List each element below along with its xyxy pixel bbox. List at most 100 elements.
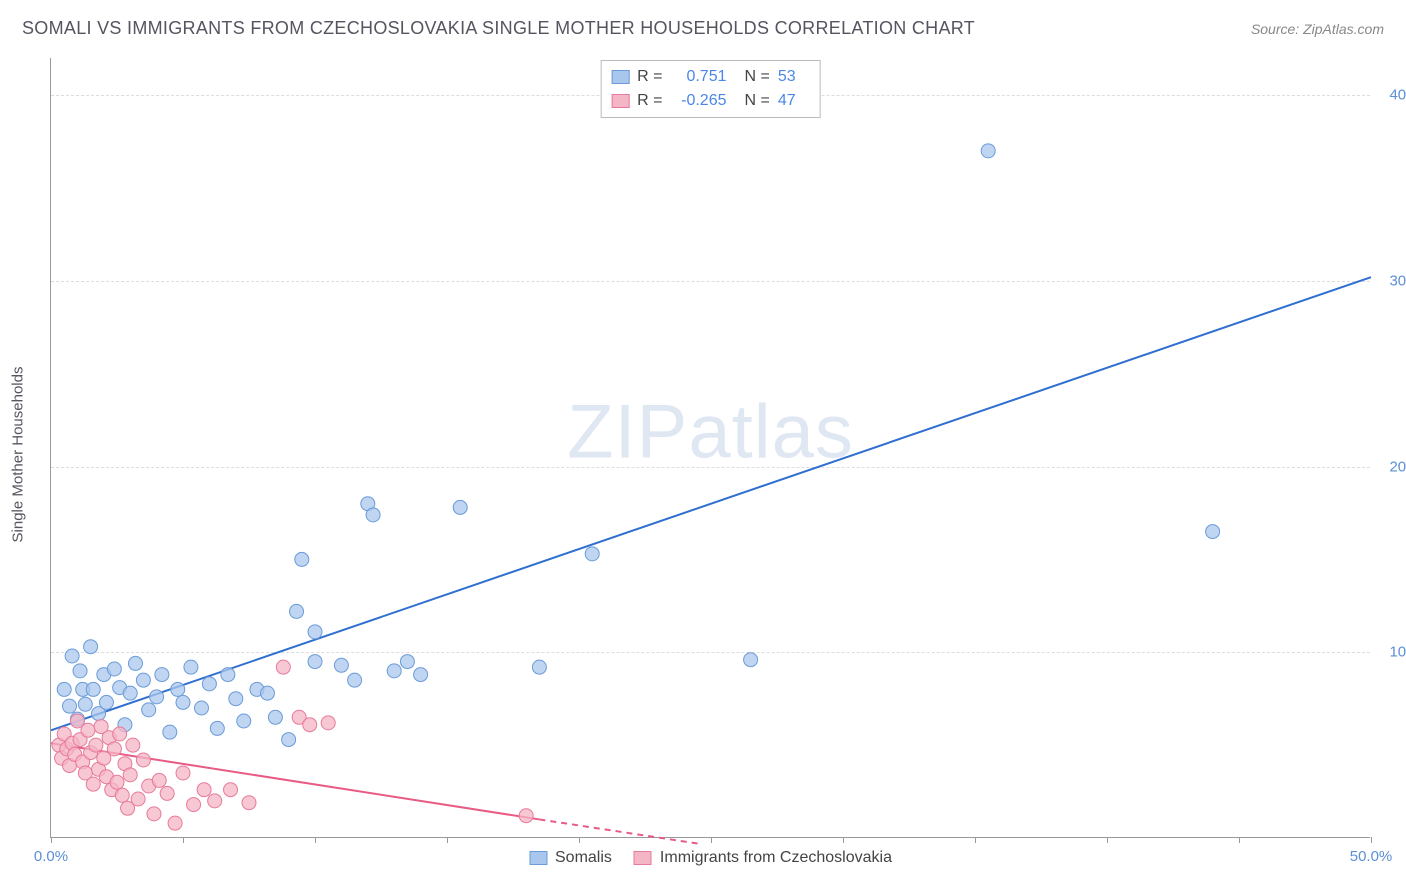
data-point xyxy=(131,792,145,806)
data-point xyxy=(150,690,164,704)
chart-title: SOMALI VS IMMIGRANTS FROM CZECHOSLOVAKIA… xyxy=(22,18,975,39)
regression-line-dashed xyxy=(539,819,697,843)
data-point xyxy=(107,662,121,676)
series-swatch xyxy=(611,70,629,84)
data-point xyxy=(237,714,251,728)
data-point xyxy=(136,753,150,767)
data-point xyxy=(187,798,201,812)
data-point xyxy=(202,677,216,691)
data-point xyxy=(123,686,137,700)
data-point xyxy=(57,682,71,696)
data-point xyxy=(210,721,224,735)
stats-row: R = 0.751 N = 53 xyxy=(611,65,806,89)
data-point xyxy=(152,773,166,787)
x-tick xyxy=(183,837,184,843)
source-label: Source: ZipAtlas.com xyxy=(1251,21,1384,37)
data-point xyxy=(414,668,428,682)
data-point xyxy=(171,682,185,696)
data-point xyxy=(366,508,380,522)
data-point xyxy=(308,655,322,669)
data-point xyxy=(224,783,238,797)
data-point xyxy=(194,701,208,715)
data-point xyxy=(113,727,127,741)
x-tick-label: 0.0% xyxy=(34,848,68,865)
n-value: 47 xyxy=(778,89,806,113)
data-point xyxy=(184,660,198,674)
data-point xyxy=(387,664,401,678)
n-label: N = xyxy=(745,65,770,89)
data-point xyxy=(155,668,169,682)
legend-swatch xyxy=(634,851,652,865)
data-point xyxy=(78,697,92,711)
y-tick-label: 30.0% xyxy=(1389,272,1406,289)
data-point xyxy=(321,716,335,730)
x-tick xyxy=(447,837,448,843)
legend-label: Immigrants from Czechoslovakia xyxy=(660,849,892,867)
data-point xyxy=(168,816,182,830)
data-point xyxy=(176,766,190,780)
data-point xyxy=(128,656,142,670)
data-point xyxy=(86,777,100,791)
data-point xyxy=(295,552,309,566)
data-point xyxy=(585,547,599,561)
data-point xyxy=(981,144,995,158)
y-tick-label: 40.0% xyxy=(1389,87,1406,104)
legend: Somalis Immigrants from Czechoslovakia xyxy=(529,849,892,867)
x-tick xyxy=(711,837,712,843)
data-point xyxy=(86,682,100,696)
y-axis-label: Single Mother Households xyxy=(10,367,27,543)
data-point xyxy=(260,686,274,700)
data-point xyxy=(532,660,546,674)
data-point xyxy=(221,668,235,682)
y-tick-label: 10.0% xyxy=(1389,644,1406,661)
x-tick xyxy=(1371,837,1372,843)
data-point xyxy=(107,742,121,756)
x-tick-label: 50.0% xyxy=(1350,848,1393,865)
legend-label: Somalis xyxy=(555,849,612,867)
data-point xyxy=(208,794,222,808)
n-value: 53 xyxy=(778,65,806,89)
r-label: R = xyxy=(637,65,662,89)
data-point xyxy=(744,653,758,667)
data-point xyxy=(453,500,467,514)
legend-item: Immigrants from Czechoslovakia xyxy=(634,849,892,867)
data-point xyxy=(99,695,113,709)
stats-box: R = 0.751 N = 53R = -0.265 N = 47 xyxy=(600,60,821,118)
x-tick xyxy=(1239,837,1240,843)
data-point xyxy=(65,649,79,663)
data-point xyxy=(142,703,156,717)
data-point xyxy=(334,658,348,672)
stats-row: R =-0.265N =47 xyxy=(611,89,806,113)
data-point xyxy=(123,768,137,782)
r-label: R = xyxy=(637,89,662,113)
data-point xyxy=(197,783,211,797)
scatter-svg xyxy=(51,58,1370,837)
r-value: -0.265 xyxy=(671,89,727,113)
data-point xyxy=(348,673,362,687)
data-point xyxy=(290,604,304,618)
data-point xyxy=(1206,525,1220,539)
data-point xyxy=(62,699,76,713)
data-point xyxy=(147,807,161,821)
data-point xyxy=(519,809,533,823)
x-tick xyxy=(843,837,844,843)
data-point xyxy=(110,775,124,789)
y-tick-label: 20.0% xyxy=(1389,458,1406,475)
data-point xyxy=(126,738,140,752)
r-value: 0.751 xyxy=(671,65,727,89)
x-tick xyxy=(975,837,976,843)
data-point xyxy=(84,640,98,654)
data-point xyxy=(400,655,414,669)
regression-line xyxy=(51,277,1371,730)
legend-item: Somalis xyxy=(529,849,612,867)
data-point xyxy=(242,796,256,810)
data-point xyxy=(176,695,190,709)
series-swatch xyxy=(611,94,629,108)
data-point xyxy=(89,738,103,752)
data-point xyxy=(163,725,177,739)
legend-swatch xyxy=(529,851,547,865)
data-point xyxy=(81,723,95,737)
data-point xyxy=(73,664,87,678)
data-point xyxy=(282,733,296,747)
x-tick xyxy=(1107,837,1108,843)
